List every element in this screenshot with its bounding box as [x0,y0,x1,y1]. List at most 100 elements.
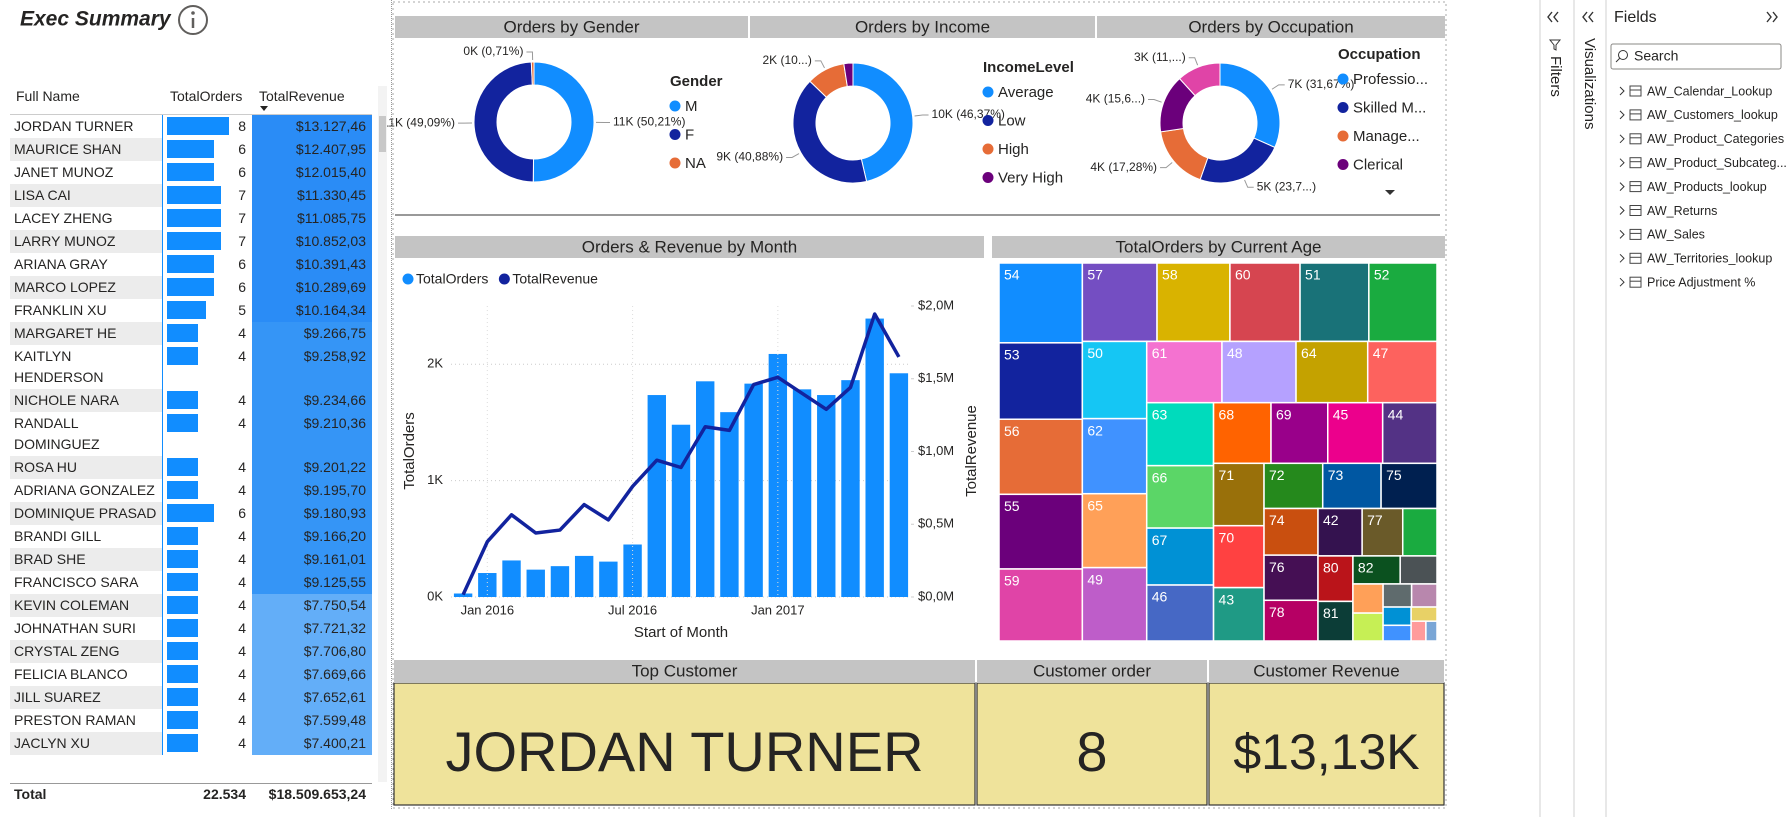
visual-title: Orders & Revenue by Month [582,237,797,256]
orders-cell: 4 [162,389,252,412]
field-item[interactable]: Price Adjustment % [1647,275,1755,289]
scroll-thumb[interactable] [379,116,386,152]
orders-value: 4 [238,712,246,728]
field-item[interactable]: AW_Products_lookup [1647,180,1767,194]
expand-fields[interactable] [1766,11,1778,23]
orders-cell: 7 [162,184,252,207]
revenue-cell: $7.721,32 [252,617,372,640]
total-orders: 22.534 [203,786,246,802]
orders-value: 4 [238,392,246,408]
table-row: KAITLYN HENDERSON 4 $9.258,92 [10,345,372,389]
orders-cell: 4 [162,412,252,456]
name-cell: FRANCISCO SARA [14,574,139,590]
legend-label: F [685,126,694,143]
data-label: 2K (10...) [762,53,811,67]
table-icon [1629,205,1642,216]
data-bar [167,163,214,181]
search-placeholder[interactable]: Search [1634,48,1678,64]
total-label: Total [14,786,47,802]
field-item[interactable]: AW_Customers_lookup [1647,108,1778,122]
scrollbar[interactable] [378,86,387,782]
bar [453,593,473,597]
treemap-label: 78 [1269,604,1285,620]
orders-value: 4 [238,597,246,613]
treemap-cell [1081,417,1148,495]
treemap-label: 46 [1152,589,1168,605]
orders-value: 7 [238,210,246,226]
treemap-cell [1145,527,1215,586]
data-bar [167,527,198,545]
donut-slice [1178,62,1221,97]
field-item[interactable]: AW_Territories_lookup [1647,252,1772,266]
data-label: 10K (46,37%) [932,107,1005,121]
data-bar [167,573,198,591]
data-bar [167,481,198,499]
name-cell: JILL SUAREZ [10,686,162,709]
table-icon [1629,133,1642,145]
card-body [1208,682,1445,806]
orders-cell: 4 [162,479,252,502]
revenue-cell: $10.289,69 [252,276,372,299]
visualizations-label[interactable]: Visualizations [1581,38,1598,129]
visual-title: Orders by Gender [503,17,639,36]
revenue-cell: $9.125,55 [252,571,372,594]
leader-line [914,114,929,117]
table-icon [1629,85,1642,97]
name-cell: KAITLYN HENDERSON [14,348,104,385]
revenue-cell: $9.180,93 [252,502,372,525]
table-row: MARCO LOPEZ 6 $10.289,69 [10,276,372,299]
legend-scroll[interactable] [1385,190,1395,195]
column-header[interactable]: TotalRevenue [259,88,345,104]
search-box[interactable] [1610,43,1782,70]
treemap-label: 71 [1219,467,1235,483]
card-value: 8 [1076,720,1107,783]
data-bar [167,232,222,250]
donut-slice [530,61,535,86]
y-tick-label: 0K [427,588,443,603]
table-row: RANDALL DOMINGUEZ 4 $9.210,36 [10,412,372,456]
field-item[interactable]: AW_Sales [1647,228,1705,242]
data-bar [167,504,214,522]
treemap-cell [1382,624,1412,642]
expand-chevron [1619,206,1625,215]
leader-line [814,60,825,69]
table-row: JOHNATHAN SURI 4 $7.721,32 [10,617,372,640]
revenue-cell: $9.161,01 [252,548,372,571]
data-bar [167,688,198,706]
y2-tick-label: $0,5M [918,516,954,531]
treemap-label: 66 [1152,469,1168,485]
column-header[interactable]: TotalOrders [170,88,243,104]
info-icon[interactable] [178,5,208,35]
filters-label[interactable]: Filters [1547,56,1564,97]
column-header[interactable]: Full Name [16,88,80,104]
expand-chevron [1619,230,1625,239]
treemap-label: 51 [1305,267,1321,283]
bar [768,353,788,597]
table-row: PRESTON RAMAN 4 $7.599,48 [10,709,372,732]
orders-value: 7 [238,233,246,249]
field-item[interactable]: AW_Calendar_Lookup [1647,84,1772,98]
filter-icon [1548,39,1562,51]
treemap-label: 74 [1269,512,1285,528]
collapse-visualizations[interactable] [1582,11,1594,23]
orders-value: 4 [238,528,246,544]
field-item[interactable]: AW_Product_Categories [1647,132,1784,146]
treemap-label: 57 [1087,267,1103,283]
field-item[interactable]: AW_Returns [1647,204,1717,218]
treemap-cell [1145,401,1215,467]
card-title-bar [977,660,1207,683]
field-item[interactable]: AW_Product_Subcateg... [1647,156,1786,170]
orders-value: 6 [238,505,246,521]
donut-slice [1219,62,1281,149]
donut-slice [792,80,868,184]
treemap-cell [1263,507,1319,556]
collapse-filters[interactable] [1547,11,1559,23]
treemap-label: 67 [1152,532,1168,548]
orders-value: 4 [238,551,246,567]
treemap-cell [1382,606,1412,627]
leader-line [1160,162,1173,169]
visual-title: TotalOrders by Current Age [1116,237,1322,256]
bar [574,555,594,597]
treemap-cell [1317,555,1354,603]
treemap-cell [1145,464,1215,529]
